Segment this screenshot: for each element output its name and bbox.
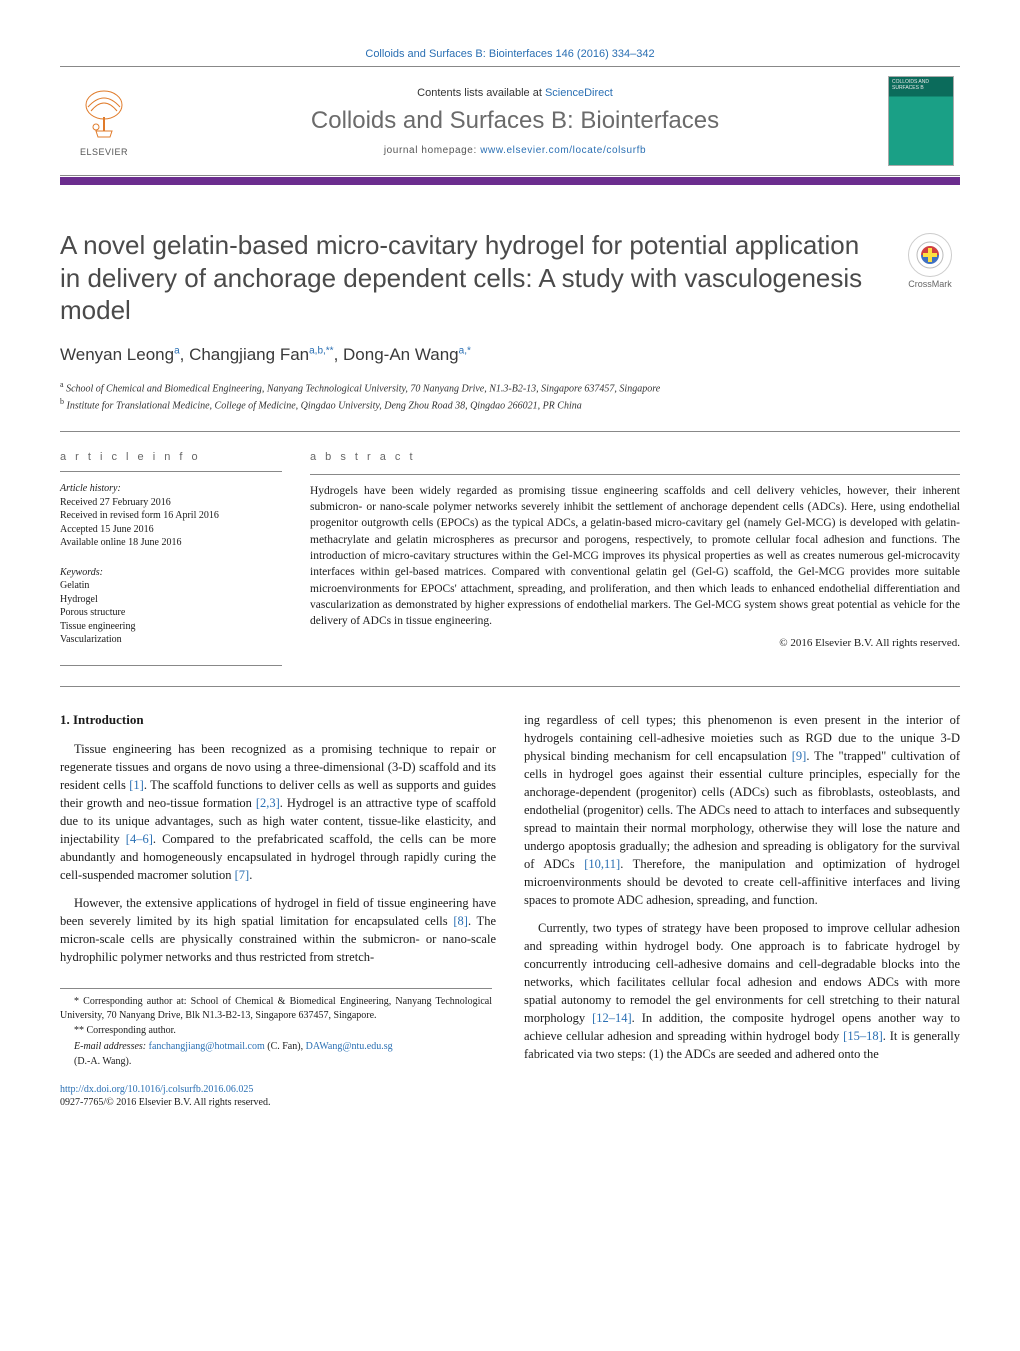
- affiliations: a School of Chemical and Biomedical Engi…: [60, 379, 960, 414]
- email-2-name: (D.-A. Wang).: [60, 1055, 492, 1069]
- contents-prefix: Contents lists available at: [417, 87, 545, 99]
- divider-meta-bottom: [60, 665, 282, 666]
- journal-cover-thumbnail: COLLOIDS AND SURFACES B: [888, 76, 954, 166]
- author-2: Changjiang Fan: [189, 345, 309, 364]
- email-2[interactable]: DAWang@ntu.edu.sg: [306, 1041, 393, 1052]
- doi-link[interactable]: http://dx.doi.org/10.1016/j.colsurfb.201…: [60, 1084, 253, 1095]
- journal-homepage-line: journal homepage: www.elsevier.com/locat…: [384, 145, 646, 156]
- author-2-sup: a,b,**: [309, 345, 333, 356]
- footnotes-block: * Corresponding author at: School of Che…: [60, 988, 492, 1069]
- homepage-prefix: journal homepage:: [384, 145, 480, 156]
- article-info-col: a r t i c l e i n f o Article history: R…: [60, 450, 282, 651]
- history-label: Article history:: [60, 482, 282, 496]
- affiliation-b: b Institute for Translational Medicine, …: [60, 396, 960, 413]
- history-received: Received 27 February 2016: [60, 496, 282, 510]
- meta-divider-1: [60, 471, 282, 472]
- authors-line: Wenyan Leonga, Changjiang Fana,b,**, Don…: [60, 345, 960, 365]
- author-3: Dong-An Wang: [343, 345, 459, 364]
- article-info-heading: a r t i c l e i n f o: [60, 450, 282, 465]
- homepage-link[interactable]: www.elsevier.com/locate/colsurfb: [480, 145, 646, 156]
- article-title: A novel gelatin-based micro-cavitary hyd…: [60, 229, 900, 327]
- keywords-label: Keywords:: [60, 566, 282, 580]
- section-1-heading: 1. Introduction: [60, 711, 496, 730]
- author-1-sup: a: [174, 345, 180, 356]
- journal-cover-block: COLLOIDS AND SURFACES B: [882, 67, 960, 175]
- footnote-corr2: ** Corresponding author.: [60, 1024, 492, 1038]
- accent-bar: [60, 177, 960, 185]
- crossmark-label: CrossMark: [908, 279, 952, 289]
- history-accepted: Accepted 15 June 2016: [60, 523, 282, 537]
- body-left-p2: However, the extensive applications of h…: [60, 894, 496, 966]
- abstract-heading: a b s t r a c t: [310, 450, 960, 466]
- keyword-1: Hydrogel: [60, 593, 282, 607]
- body-right-p2: Currently, two types of strategy have be…: [524, 919, 960, 1063]
- meta-divider-2: [310, 474, 960, 475]
- crossmark-icon: [908, 233, 952, 277]
- sciencedirect-link[interactable]: ScienceDirect: [545, 87, 613, 99]
- journal-header-bar: ELSEVIER Contents lists available at Sci…: [60, 66, 960, 176]
- page-container: Colloids and Surfaces B: Biointerfaces 1…: [0, 0, 1020, 1159]
- footnote-emails: E-mail addresses: fanchangjiang@hotmail.…: [60, 1040, 492, 1054]
- email-1-name: (C. Fan),: [265, 1041, 306, 1052]
- body-right-p1: ing regardless of cell types; this pheno…: [524, 711, 960, 909]
- elsevier-tree-icon: [74, 85, 134, 145]
- doi-block: http://dx.doi.org/10.1016/j.colsurfb.201…: [60, 1083, 496, 1109]
- abstract-copyright: © 2016 Elsevier B.V. All rights reserved…: [310, 636, 960, 652]
- publisher-logo-block: ELSEVIER: [60, 67, 148, 175]
- header-center: Contents lists available at ScienceDirec…: [148, 67, 882, 175]
- divider-abstract-bottom: [60, 686, 960, 687]
- email-1[interactable]: fanchangjiang@hotmail.com: [149, 1041, 265, 1052]
- body-left-p1: Tissue engineering has been recognized a…: [60, 740, 496, 884]
- body-col-right: ing regardless of cell types; this pheno…: [524, 711, 960, 1108]
- author-3-sup: a,*: [459, 345, 471, 356]
- keyword-2: Porous structure: [60, 606, 282, 620]
- keyword-0: Gelatin: [60, 579, 282, 593]
- publisher-name: ELSEVIER: [80, 147, 128, 157]
- journal-name: Colloids and Surfaces B: Biointerfaces: [311, 107, 719, 135]
- title-row: A novel gelatin-based micro-cavitary hyd…: [60, 229, 960, 327]
- keyword-4: Vascularization: [60, 633, 282, 647]
- keyword-3: Tissue engineering: [60, 620, 282, 634]
- affiliation-a: a School of Chemical and Biomedical Engi…: [60, 379, 960, 396]
- issn-copyright: 0927-7765/© 2016 Elsevier B.V. All right…: [60, 1096, 496, 1109]
- history-revised: Received in revised form 16 April 2016: [60, 509, 282, 523]
- contents-available-line: Contents lists available at ScienceDirec…: [417, 87, 613, 99]
- body-columns: 1. Introduction Tissue engineering has b…: [60, 711, 960, 1108]
- abstract-col: a b s t r a c t Hydrogels have been wide…: [310, 450, 960, 651]
- body-col-left: 1. Introduction Tissue engineering has b…: [60, 711, 496, 1108]
- history-online: Available online 18 June 2016: [60, 536, 282, 550]
- meta-abstract-row: a r t i c l e i n f o Article history: R…: [60, 432, 960, 651]
- journal-reference-top: Colloids and Surfaces B: Biointerfaces 1…: [60, 48, 960, 60]
- crossmark-widget[interactable]: CrossMark: [900, 233, 960, 289]
- abstract-text: Hydrogels have been widely regarded as p…: [310, 483, 960, 630]
- footnote-corr1: * Corresponding author at: School of Che…: [60, 995, 492, 1022]
- email-label: E-mail addresses:: [74, 1041, 149, 1052]
- author-1: Wenyan Leong: [60, 345, 174, 364]
